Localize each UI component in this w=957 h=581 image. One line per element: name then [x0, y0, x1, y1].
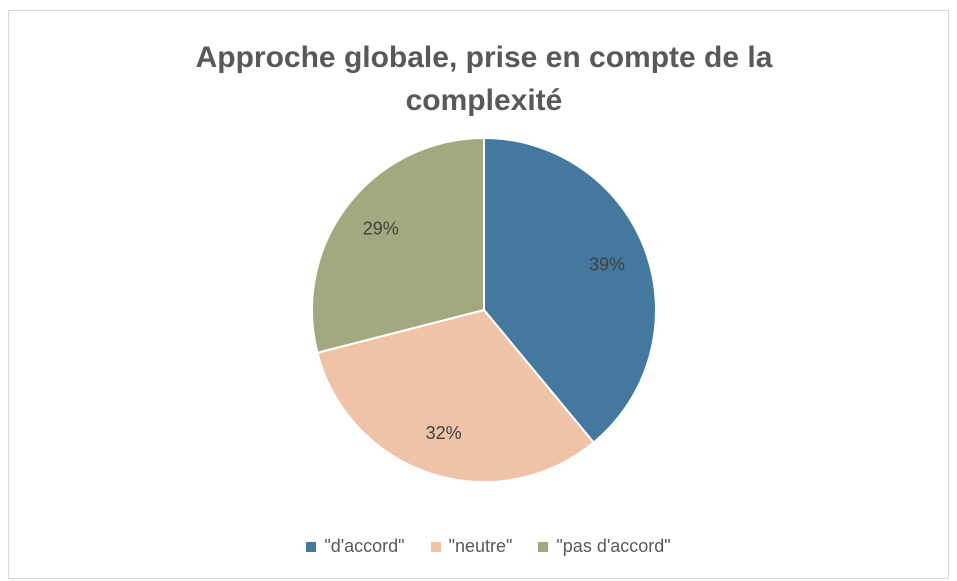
chart-title: Approche globale, prise en compte de la … — [195, 41, 773, 117]
legend-item: "pas d'accord" — [538, 536, 671, 557]
pie-slice — [311, 136, 485, 354]
data-label: 39% — [589, 254, 625, 274]
legend-label: "pas d'accord" — [556, 536, 671, 556]
legend: "d'accord" "neutre" "pas d'accord" — [0, 536, 957, 557]
legend-label: "d'accord" — [324, 536, 405, 556]
legend-item: "d'accord" — [306, 536, 405, 557]
legend-item: "neutre" — [430, 536, 513, 557]
legend-swatch — [430, 541, 441, 552]
legend-label: "neutre" — [448, 536, 513, 556]
data-label: 29% — [363, 219, 399, 239]
chart-frame — [8, 10, 949, 579]
pie-slice — [316, 308, 596, 483]
data-label: 32% — [426, 423, 462, 443]
pie-slice — [483, 136, 657, 444]
legend-swatch — [538, 541, 549, 552]
legend-swatch — [306, 541, 317, 552]
